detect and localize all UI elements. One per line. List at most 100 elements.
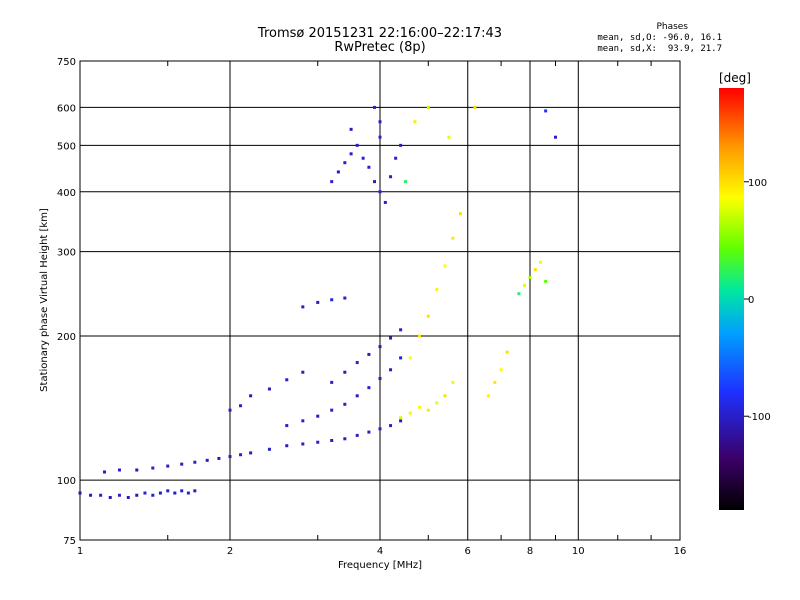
data-point (389, 424, 393, 428)
data-point (383, 200, 387, 204)
data-point (349, 127, 353, 131)
data-point (408, 411, 412, 415)
data-point (343, 161, 347, 165)
y-tick-label: 500 (57, 141, 76, 152)
data-point (517, 292, 521, 296)
data-points (78, 105, 557, 499)
data-point (205, 458, 209, 462)
data-point (301, 305, 305, 309)
x-tick-label: 8 (527, 546, 533, 557)
data-point (458, 212, 462, 216)
data-point (367, 165, 371, 169)
data-point (355, 433, 359, 437)
data-point (447, 135, 451, 139)
data-point (330, 380, 334, 384)
data-point (193, 460, 197, 464)
data-point (355, 143, 359, 147)
data-point (285, 444, 289, 448)
data-point (399, 356, 403, 360)
data-point (180, 489, 184, 493)
y-tick-label: 750 (57, 57, 76, 68)
data-point (99, 493, 103, 497)
data-point (285, 424, 289, 428)
data-point (117, 493, 121, 497)
data-point (336, 170, 340, 174)
data-point (389, 175, 393, 179)
x-tick-label: 10 (572, 546, 585, 557)
colorbar-label: [deg] (719, 71, 751, 85)
data-point (316, 440, 320, 444)
data-point (533, 268, 537, 272)
data-point (135, 493, 139, 497)
data-point (301, 370, 305, 374)
data-point (473, 105, 477, 109)
data-point (343, 296, 347, 300)
data-point (249, 451, 253, 455)
data-point (451, 236, 455, 240)
data-point (103, 470, 107, 474)
data-point (408, 356, 412, 360)
data-point (355, 361, 359, 365)
data-point (426, 408, 430, 412)
colorbar-tick-label: 0 (748, 295, 754, 306)
data-point (316, 414, 320, 418)
data-point (285, 378, 289, 382)
data-point (239, 453, 243, 457)
data-point (413, 120, 417, 124)
data-point (239, 404, 243, 408)
data-point (228, 455, 232, 459)
data-point (330, 408, 334, 412)
y-tick-label: 100 (57, 476, 76, 487)
data-point (389, 336, 393, 340)
data-point (228, 408, 232, 412)
data-point (217, 456, 221, 460)
data-point (399, 416, 403, 420)
x-tick-label: 6 (465, 546, 471, 557)
data-point (267, 387, 271, 391)
data-point (399, 143, 403, 147)
data-point (373, 105, 377, 109)
data-point (417, 334, 421, 338)
data-point (135, 468, 139, 472)
data-point (349, 152, 353, 156)
x-tick-label: 2 (227, 546, 233, 557)
data-point (544, 279, 548, 283)
data-point (367, 352, 371, 356)
data-point (158, 491, 162, 495)
data-point (493, 380, 497, 384)
data-point (443, 394, 447, 398)
x-tick-label: 1 (77, 546, 83, 557)
data-point (186, 491, 190, 495)
data-point (316, 300, 320, 304)
data-point (553, 135, 557, 139)
data-point (143, 491, 147, 495)
chart-subtitle: RwPretec (8p) (334, 40, 426, 55)
data-point (151, 466, 155, 470)
x-axis-label: Frequency [MHz] (338, 560, 422, 571)
data-point (126, 495, 130, 499)
plot-frame (79, 60, 681, 541)
data-point (330, 180, 334, 184)
data-point (373, 180, 377, 184)
data-point (403, 180, 407, 184)
data-point (378, 377, 382, 381)
y-tick-label: 300 (57, 248, 76, 259)
data-point (378, 120, 382, 124)
colorbar-tick-label: -100 (748, 412, 771, 423)
data-point (505, 350, 509, 354)
data-point (301, 442, 305, 446)
data-point (117, 468, 121, 472)
data-point (426, 105, 430, 109)
y-tick-label: 75 (63, 536, 76, 547)
data-point (399, 419, 403, 423)
data-point (343, 370, 347, 374)
data-point (528, 275, 532, 279)
data-point (193, 489, 197, 493)
data-point (539, 260, 543, 264)
y-tick-label: 600 (57, 103, 76, 114)
x-tick-label: 16 (674, 546, 687, 557)
phase-stats-o: mean, sd,O: -96.0, 16.1 (597, 33, 722, 43)
data-point (499, 368, 503, 372)
y-tick-label: 400 (57, 188, 76, 199)
